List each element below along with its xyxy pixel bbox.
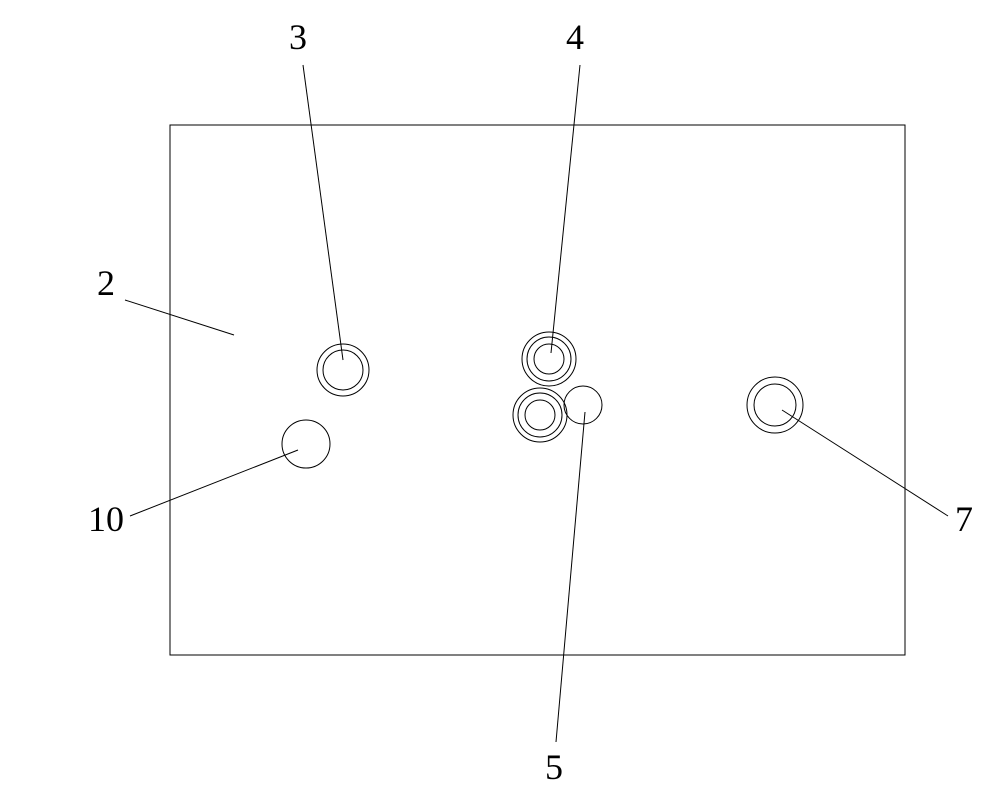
- label-5: 5: [545, 747, 563, 787]
- circle-c3_outer: [317, 344, 369, 396]
- circle-c4_mid: [527, 337, 571, 381]
- circle-c4b_inner: [525, 400, 555, 430]
- circle-c4b_outer: [513, 388, 567, 442]
- label-2: 2: [97, 263, 115, 303]
- leader-line-3: [303, 65, 343, 360]
- main-rectangle: [170, 125, 905, 655]
- circle-c5: [564, 386, 602, 424]
- leader-line-10: [130, 450, 298, 516]
- circle-c4b_mid: [518, 393, 562, 437]
- leader-line-7: [782, 410, 948, 516]
- circle-c7_outer: [747, 377, 803, 433]
- label-7: 7: [955, 499, 973, 539]
- circle-c4_inner: [534, 344, 564, 374]
- leader-line-4: [551, 65, 580, 353]
- circle-c7_inner: [754, 384, 796, 426]
- label-4: 4: [566, 17, 584, 57]
- circle-c3_inner: [323, 350, 363, 390]
- circle-c10: [282, 420, 330, 468]
- leader-line-5: [556, 412, 585, 742]
- label-3: 3: [289, 17, 307, 57]
- leader-line-2: [125, 300, 234, 335]
- diagram-container: 2 3 4 5 7 10: [0, 0, 1000, 805]
- label-10: 10: [88, 499, 124, 539]
- circle-c4_outer: [522, 332, 576, 386]
- diagram-svg: 2 3 4 5 7 10: [0, 0, 1000, 805]
